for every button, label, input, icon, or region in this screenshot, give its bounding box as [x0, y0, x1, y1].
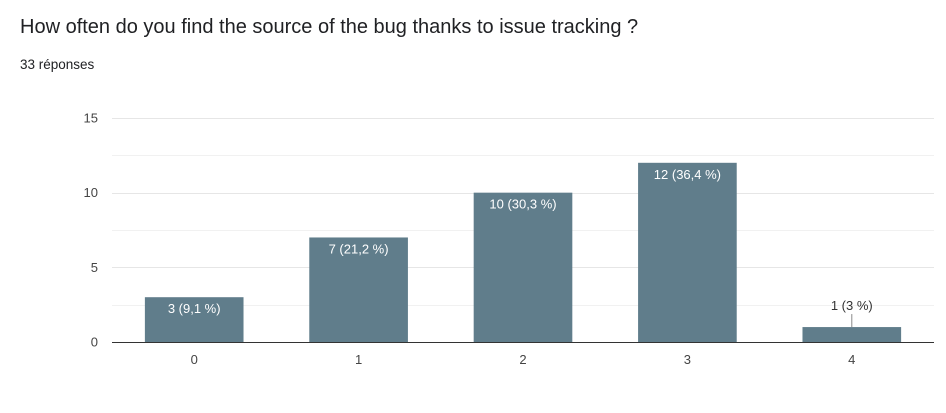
data-label: 1 (3 %): [831, 298, 873, 313]
bar: [144, 297, 244, 342]
bar: [309, 237, 408, 342]
response-count: 33 réponses: [20, 57, 95, 72]
y-tick-label: 10: [84, 185, 98, 200]
data-label: 3 (9,1 %): [168, 301, 221, 316]
bar: [638, 162, 737, 342]
data-label: 7 (21,2 %): [329, 241, 389, 256]
x-tick-label: 1: [355, 352, 362, 367]
x-tick-label: 0: [191, 352, 198, 367]
y-tick-label: 5: [91, 260, 98, 275]
y-tick-label: 0: [91, 335, 98, 350]
x-tick-label: 4: [848, 352, 855, 367]
data-label: 10 (30,3 %): [489, 197, 556, 212]
x-tick-label: 3: [684, 352, 691, 367]
question-title: How often do you find the source of the …: [20, 16, 639, 38]
data-label: 12 (36,4 %): [654, 167, 721, 182]
bar: [473, 192, 573, 342]
bar: [802, 327, 902, 342]
y-tick-label: 15: [84, 111, 98, 126]
x-tick-label: 2: [519, 352, 526, 367]
